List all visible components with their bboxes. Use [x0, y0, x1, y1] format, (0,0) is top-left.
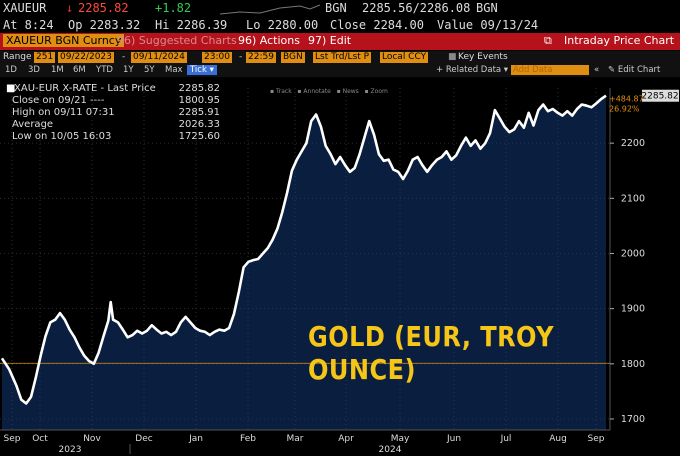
value-date: Value 09/13/24: [437, 18, 539, 32]
track-tool[interactable]: ▪ Track: [270, 88, 292, 95]
legend-series-value: 2285.82: [178, 83, 220, 94]
y-tick-label: 1700: [621, 414, 645, 425]
y-tick-label: 1800: [621, 359, 645, 370]
currency-select[interactable]: Local CCY: [380, 52, 429, 63]
end-time-field[interactable]: 22:59: [246, 52, 276, 63]
intraday-chart-title: Intraday Price Chart: [564, 34, 675, 47]
period-button[interactable]: 1M: [51, 65, 64, 75]
period-button[interactable]: 1D: [5, 65, 17, 75]
y-tick-label: 2100: [621, 193, 645, 204]
x-tick-label: Sep: [4, 434, 21, 444]
bid-ask: 2285.56/2286.08: [362, 1, 471, 15]
period-bar: 1D 3D 1M 6M YTD 1Y 5Y Max Tick ▾ + Relat…: [0, 64, 680, 77]
last-price-tag: 2285.82: [641, 92, 678, 102]
source-field[interactable]: BGN: [281, 52, 305, 63]
collapse-icon[interactable]: «: [594, 65, 600, 75]
zoom-tool[interactable]: ▪ Zoom: [364, 88, 388, 95]
start-date-field[interactable]: 09/22/2023: [58, 52, 114, 63]
x-tick-label: Apr: [338, 434, 354, 444]
x-year-label: 2023: [59, 445, 82, 455]
open-price: Op 2283.32: [68, 18, 141, 32]
news-tool[interactable]: ▪ News: [336, 88, 359, 95]
chart-tools: ▪ Track ▪ Annotate ▪ News ▪ Zoom: [270, 88, 388, 95]
x-tick-label: Feb: [240, 434, 256, 444]
function-toolbar: XAUEUR BGN Curncy 96) Suggested Charts 9…: [0, 33, 680, 50]
x-tick-label: Dec: [135, 434, 152, 444]
period-button[interactable]: 1Y: [123, 65, 134, 75]
bid-source-label: BGN: [325, 1, 347, 15]
edit-menu[interactable]: 97) Edit: [308, 34, 352, 47]
period-button[interactable]: 5Y: [144, 65, 155, 75]
period-button[interactable]: 3D: [28, 65, 40, 75]
period-button[interactable]: Max: [165, 65, 183, 75]
chart-legend: ■ XAU-EUR X-RATE - Last Price 2285.82 Cl…: [6, 83, 220, 143]
y-tick-label: 1900: [621, 304, 645, 315]
range-count[interactable]: 251: [34, 52, 56, 63]
range-label: Range: [3, 52, 32, 62]
trade-mode-select[interactable]: Lst Trd/Lst P: [313, 52, 372, 63]
quote-source: BGN: [476, 1, 498, 15]
external-link-icon[interactable]: ⧉: [544, 34, 552, 47]
x-tick-label: Sep: [588, 434, 605, 444]
x-year-label: 2024: [379, 445, 402, 455]
ticker: XAUEUR: [3, 1, 47, 15]
sparkline: [219, 4, 321, 15]
legend-row: Close on 09/21 ---- 1800.95: [12, 95, 220, 106]
time-at: At 8:24: [3, 18, 54, 32]
period-button[interactable]: YTD: [96, 65, 113, 75]
x-tick-label: May: [391, 434, 410, 444]
abs-change-label: +484.87: [609, 95, 644, 104]
low-price: Lo 2280.00: [246, 18, 319, 32]
pct-change-label: 26.92%: [609, 105, 640, 114]
last-price: 2285.82: [78, 1, 129, 15]
x-tick-label: Mar: [287, 434, 304, 444]
edit-chart-button[interactable]: ✎ Edit Chart: [608, 65, 661, 75]
period-button[interactable]: 6M: [73, 65, 86, 75]
security-field[interactable]: XAUEUR BGN Curncy: [3, 34, 125, 47]
start-time-field[interactable]: 23:00: [202, 52, 232, 63]
key-events-checkbox[interactable]: ■: [448, 52, 457, 62]
legend-series: ■ XAU-EUR X-RATE - Last Price 2285.82: [6, 83, 220, 94]
x-tick-label: Jun: [446, 434, 461, 444]
x-tick-label: Nov: [83, 434, 101, 444]
high-price: Hi 2286.39: [155, 18, 228, 32]
last-price-tag-bg: [642, 89, 679, 102]
quote-line-1: XAUEUR ↓ 2285.82 +1.82 BGN 2285.56/2286.…: [0, 0, 680, 19]
x-tick-label: Jan: [188, 434, 203, 444]
close-price: Close 2284.00: [330, 18, 424, 32]
y-tick-label: 2000: [621, 248, 645, 259]
price-line: [0, 94, 607, 405]
down-arrow-icon: ↓: [66, 1, 74, 15]
range-bar: Range 251 09/22/2023 - 09/11/2024 23:00 …: [0, 51, 680, 64]
key-events-label: Key Events: [458, 52, 508, 62]
tick-dropdown[interactable]: Tick ▾: [187, 65, 217, 75]
add-data-input[interactable]: Add Data: [511, 65, 589, 75]
overlay-title: GOLD (EUR, TROY OUNCE): [308, 320, 554, 386]
x-tick-label: Aug: [549, 434, 567, 444]
x-tick-label: Jul: [500, 434, 512, 444]
x-tick-label: Oct: [32, 434, 48, 444]
net-change: +1.82: [155, 1, 192, 15]
legend-series-title: XAU-EUR X-RATE - Last Price: [14, 83, 156, 94]
legend-row: High on 09/11 07:31 2285.91: [12, 107, 220, 118]
suggested-charts-button[interactable]: 96) Suggested Charts: [117, 34, 237, 47]
price-area: [2, 95, 606, 430]
y-tick-label: 2200: [621, 138, 645, 149]
legend-row: Low on 10/05 16:03 1725.60: [12, 131, 220, 142]
actions-menu[interactable]: 96) Actions: [238, 34, 300, 47]
price-chart[interactable]: 1700180019002000210022002285.82+484.8726…: [0, 78, 680, 456]
end-date-field[interactable]: 09/11/2024: [131, 52, 187, 63]
quote-line-2: At 8:24 Op 2283.32 Hi 2286.39 Lo 2280.00…: [0, 17, 680, 34]
annotate-tool[interactable]: ▪ Annotate: [297, 88, 331, 95]
related-data-button[interactable]: + Related Data ▾: [436, 65, 509, 75]
legend-row: Average 2026.33: [12, 119, 220, 130]
